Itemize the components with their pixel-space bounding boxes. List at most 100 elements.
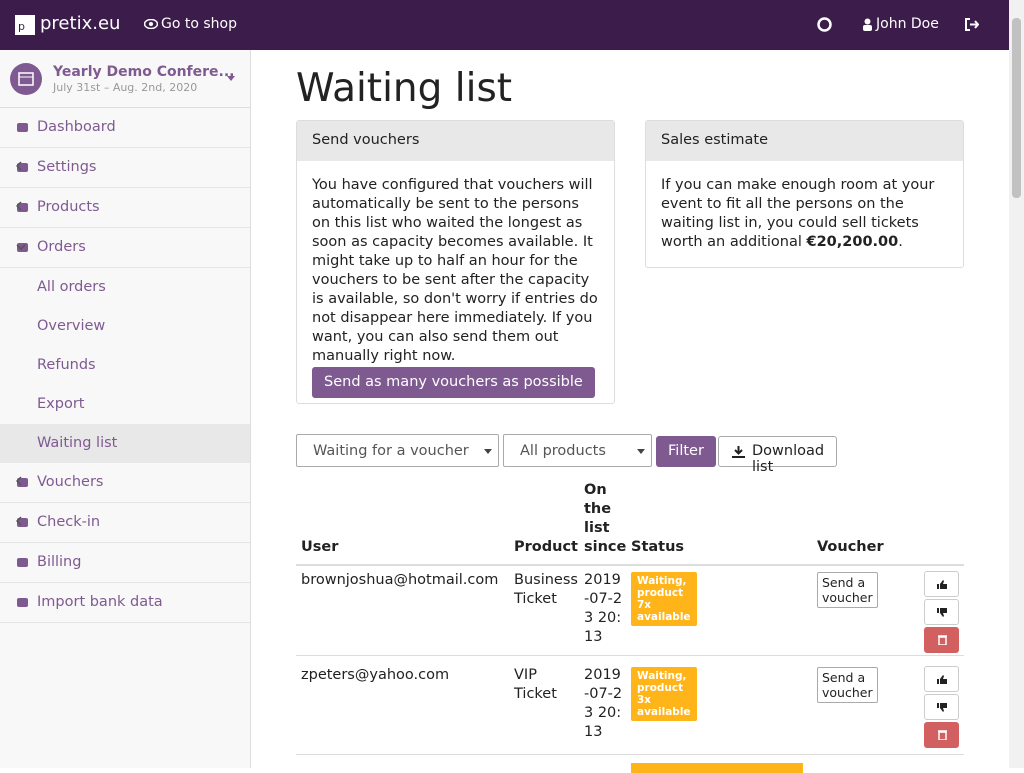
trash-icon [938, 730, 947, 741]
top-bar: p pretix.eu Go to shop John Doe [0, 0, 1009, 50]
panel-heading: Send vouchers [297, 121, 614, 161]
column-header: Status [631, 539, 685, 555]
nav-icon [17, 123, 28, 132]
nav-item[interactable]: Check-in [0, 503, 250, 543]
nav-label: Dashboard [37, 119, 116, 135]
nav-label: Orders [37, 239, 86, 255]
list-date: 2019-07-23 20:13 [584, 572, 623, 645]
approve-button[interactable] [924, 571, 959, 597]
panel-body: If you can make enough room at your even… [646, 161, 963, 267]
nav-item[interactable]: Vouchers [0, 463, 250, 503]
reject-button[interactable] [924, 599, 959, 625]
logo: p [15, 15, 35, 35]
eye-icon [144, 19, 158, 29]
product-select[interactable]: All products [503, 434, 652, 467]
panel-body: You have configured that vouchers will a… [297, 161, 614, 413]
event-name: Yearly Demo Confere... [53, 64, 235, 80]
status-badge: Waiting, product 7x available [631, 572, 697, 626]
chevron [16, 161, 22, 171]
chevron [16, 201, 22, 211]
row-divider [296, 655, 964, 656]
reject-button[interactable] [924, 694, 959, 720]
panel-text: You have configured that vouchers will a… [312, 177, 598, 364]
product: Business Ticket [514, 572, 578, 607]
thumb-up [937, 675, 947, 684]
nav-icon [17, 558, 28, 567]
thumb-up [937, 580, 947, 589]
nav-item[interactable]: Dashboard [0, 108, 250, 148]
nav-item[interactable]: Import bank data [0, 583, 250, 623]
status-badge: Waiting, product 3x available [631, 667, 697, 721]
nav-item[interactable]: Billing [0, 543, 250, 583]
send-vouchers-panel: Send vouchers You have configured that v… [296, 120, 615, 404]
trash-icon [938, 635, 947, 646]
panel-text: If you can make enough room at your even… [661, 177, 935, 250]
help-icon[interactable] [817, 17, 832, 32]
nav-label: All orders [37, 279, 106, 295]
voucher-button[interactable]: Send a voucher [817, 572, 878, 608]
thumb-down [937, 608, 947, 617]
download-button[interactable]: Download list [718, 436, 838, 475]
caret [227, 76, 235, 81]
user-email: brownjoshua@hotmail.com [301, 572, 499, 588]
nav-label: Billing [37, 554, 82, 570]
event-switcher[interactable]: Yearly Demo Confere... July 31st – Aug. … [0, 50, 250, 108]
nav-item[interactable]: Products [0, 188, 250, 228]
nav-label: Products [37, 199, 100, 215]
send-vouchers-button[interactable]: Send as many vouchers as possible [312, 367, 595, 398]
logout-icon[interactable] [965, 18, 979, 31]
chevron [16, 476, 22, 486]
nav-icon [17, 598, 28, 607]
nav-list: Dashboard Settings Products Orders All order… [0, 108, 250, 623]
svg-text:p: p [18, 20, 25, 33]
voucher-button[interactable]: Send a voucher [817, 667, 878, 703]
brand[interactable]: pretix.eu [40, 13, 121, 34]
nav-label: Refunds [37, 357, 96, 373]
column-header: Voucher [817, 539, 884, 555]
product: VIP Ticket [514, 667, 557, 702]
download-icon [732, 446, 745, 458]
status-select[interactable]: Waiting for a voucher [296, 434, 499, 467]
nav-label: Settings [37, 159, 97, 175]
chevron [16, 244, 26, 250]
punctuation: . [898, 234, 903, 250]
nav-item[interactable]: Orders [0, 228, 250, 268]
sidebar: Yearly Demo Confere... July 31st – Aug. … [0, 50, 251, 768]
delete-button[interactable] [924, 627, 959, 653]
filter-button[interactable]: Filter [656, 436, 716, 467]
user-email: zpeters@yahoo.com [301, 667, 450, 683]
user-name[interactable]: John Doe [876, 16, 939, 32]
scrollbar[interactable] [1009, 0, 1024, 768]
amount: €20,200.00 [806, 234, 899, 250]
event-dates: July 31st – Aug. 2nd, 2020 [53, 81, 198, 94]
column-header: On the list since [584, 482, 627, 555]
nav-label: Check-in [37, 514, 101, 530]
nav-item[interactable]: All orders [0, 268, 250, 307]
page-title: Waiting list [296, 66, 513, 111]
user-icon [863, 18, 872, 31]
nav-item[interactable]: Overview [0, 307, 250, 346]
header-divider [296, 564, 964, 566]
nav-item[interactable]: Refunds [0, 346, 250, 385]
nav-item[interactable]: Settings [0, 148, 250, 188]
event-icon [10, 63, 42, 95]
column-header: Product [514, 539, 578, 555]
nav-item[interactable]: Export [0, 385, 250, 424]
nav-item[interactable]: Waiting list [0, 424, 250, 463]
nav-label: Import bank data [37, 594, 163, 610]
approve-button[interactable] [924, 666, 959, 692]
nav-label: Waiting list [37, 435, 118, 451]
download-label: Download list [752, 443, 825, 475]
scroll-thumb[interactable] [1012, 18, 1021, 198]
list-date: 2019-07-23 20:13 [584, 667, 623, 740]
sales-estimate-panel: Sales estimate If you can make enough ro… [645, 120, 964, 268]
column-header: User [301, 539, 339, 555]
nav-label: Vouchers [37, 474, 104, 490]
shop-link[interactable]: Go to shop [161, 16, 237, 32]
panel-heading: Sales estimate [646, 121, 963, 161]
delete-button[interactable] [924, 722, 959, 748]
status-badge [631, 763, 803, 773]
row-divider [296, 754, 964, 755]
